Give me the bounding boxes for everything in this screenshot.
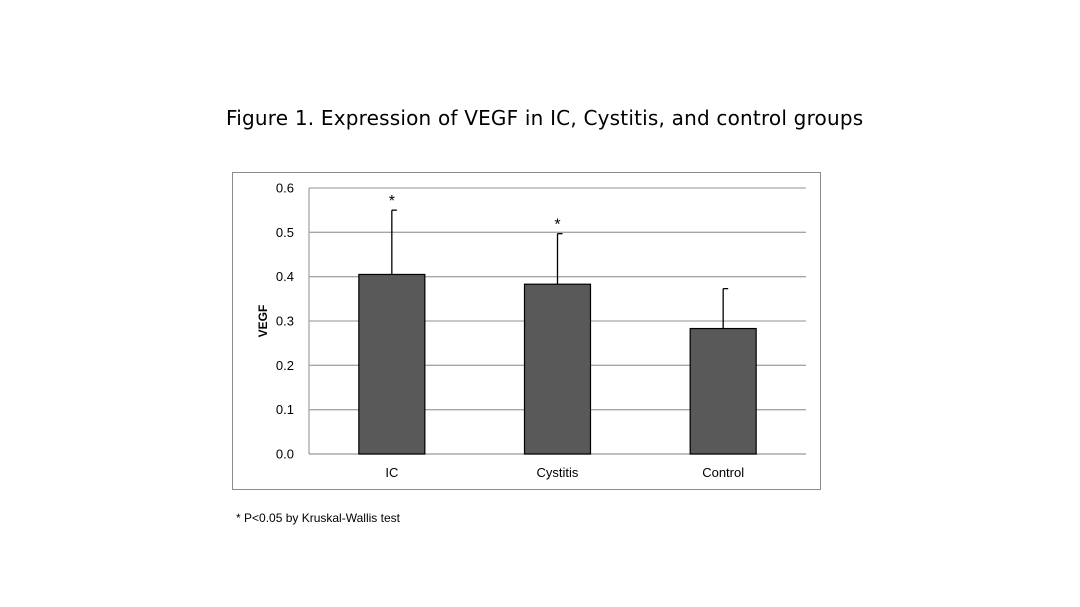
y-tick-label: 0.0 xyxy=(276,447,294,462)
chart-frame xyxy=(232,172,821,490)
bar-control xyxy=(689,327,757,455)
significance-marker: * xyxy=(554,217,560,234)
bar-ic xyxy=(358,273,426,455)
y-tick-label: 0.2 xyxy=(276,358,294,373)
x-category-label: Control xyxy=(702,465,744,480)
y-tick-label: 0.1 xyxy=(276,402,294,417)
labels: 0.0 0.1 0.2 0.3 0.4 0.5 0.6 * IC * Cystitis Control xyxy=(276,181,744,481)
y-tick-label: 0.5 xyxy=(276,225,294,240)
x-category-label: Cystitis xyxy=(537,465,579,480)
y-tick-label: 0.3 xyxy=(276,314,294,329)
footnote: * P<0.05 by Kruskal-Wallis test xyxy=(236,511,400,525)
bar-cystitis xyxy=(523,283,592,455)
bars xyxy=(358,209,757,455)
figure-title: Figure 1. Expression of VEGF in IC, Cyst… xyxy=(226,106,864,130)
significance-marker: * xyxy=(389,193,395,210)
x-category-label: IC xyxy=(385,465,398,480)
y-tick-label: 0.6 xyxy=(276,181,294,196)
y-tick-label: 0.4 xyxy=(276,269,294,284)
y-axis-label: VEGF xyxy=(256,305,270,338)
